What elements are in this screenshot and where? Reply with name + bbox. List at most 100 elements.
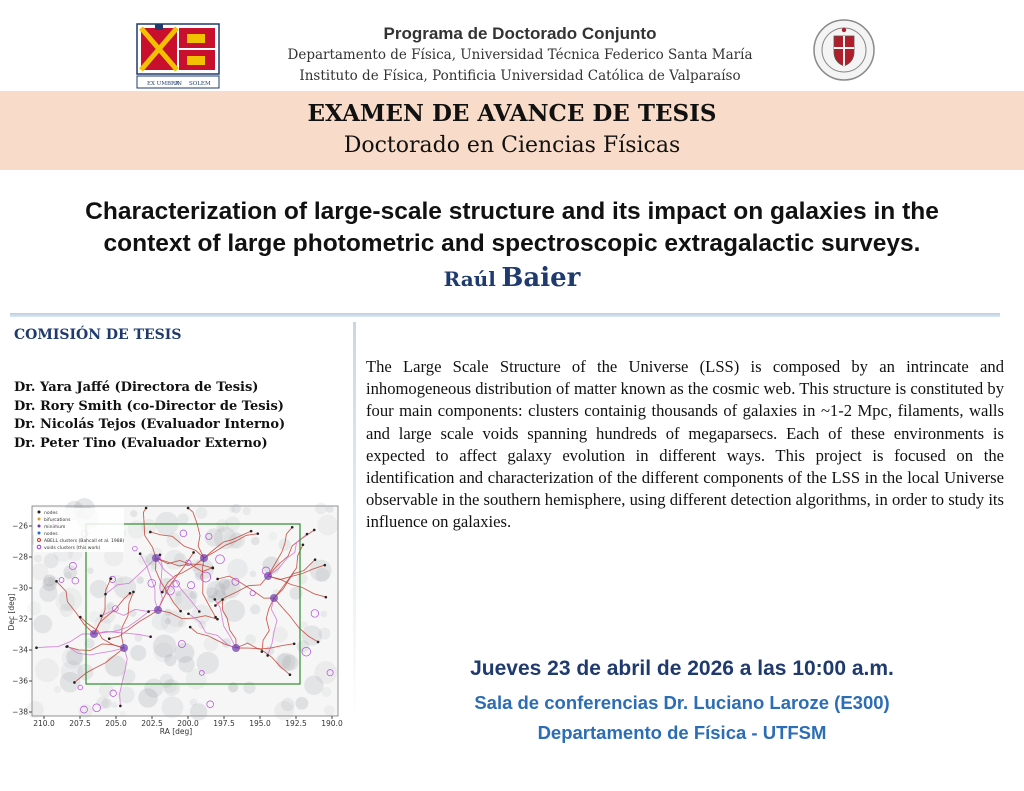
y-tick-label: −38	[12, 708, 28, 717]
legend-entry: nodes	[44, 531, 58, 537]
void-cluster-marker	[185, 559, 192, 567]
cluster-node	[90, 630, 98, 638]
node-point	[292, 642, 296, 646]
filament-path	[267, 533, 308, 577]
node-point	[192, 551, 195, 554]
void-cluster-marker	[112, 605, 119, 612]
y-tick-label: −32	[12, 615, 28, 624]
density-blob	[138, 688, 158, 708]
node-point	[312, 528, 316, 532]
filament-path	[267, 597, 278, 656]
density-blob	[87, 567, 94, 574]
node-point	[147, 610, 150, 613]
density-blob	[89, 579, 109, 599]
density-blob	[245, 634, 256, 646]
node-point	[305, 532, 309, 536]
filament-path	[267, 575, 326, 598]
node-point	[119, 704, 122, 708]
density-blob	[134, 634, 143, 642]
x-tick-label: 195.0	[249, 719, 271, 728]
filament-path	[188, 613, 237, 649]
cluster-node	[120, 644, 128, 652]
committee-member: Dr. Rory Smith (co-Director de Tesis)	[14, 398, 284, 414]
filament-path	[142, 507, 157, 559]
node-point	[187, 612, 190, 616]
density-blob	[214, 583, 223, 591]
void-cluster-marker	[179, 529, 188, 538]
filament-path	[155, 557, 181, 612]
department-line-pucv: Instituto de Física, Pontificia Universi…	[299, 68, 741, 84]
committee-list: Dr. Yara Jaffé (Directora de Tesis) Dr. …	[14, 379, 285, 453]
density-blob	[189, 698, 198, 707]
node-point	[301, 543, 305, 547]
density-blob	[59, 603, 74, 618]
void-cluster-marker	[172, 580, 180, 588]
density-blob	[35, 658, 59, 683]
legend-entry: voids clusters (this work)	[44, 545, 101, 551]
density-blob	[162, 678, 177, 693]
utfsm-logo: EX UMBRA IN SOLEM	[133, 22, 223, 90]
density-blob	[275, 653, 292, 669]
x-tick-label: 207.5	[69, 719, 91, 728]
legend-entry: ABELL clusters (Bahcall et al. 1988)	[44, 538, 124, 544]
void-cluster-marker	[200, 571, 212, 583]
author-name: Raúl Baier	[0, 263, 1024, 293]
node-point	[144, 506, 148, 510]
density-blob	[304, 675, 324, 695]
density-blob	[203, 636, 219, 652]
density-blob	[177, 513, 189, 525]
filament-path	[267, 527, 293, 577]
logo-motto-right: SOLEM	[189, 81, 211, 87]
committee-member: Dr. Nicolás Tejos (Evaluador Interno)	[14, 417, 286, 432]
filament-path	[273, 597, 319, 643]
node-point	[128, 591, 132, 595]
density-blob	[130, 644, 147, 661]
density-blob	[105, 603, 113, 612]
filament-path	[273, 544, 304, 599]
node-point	[198, 610, 201, 613]
cluster-node	[270, 594, 278, 602]
density-blob	[297, 573, 308, 585]
node-point	[214, 604, 217, 607]
filament-path	[157, 552, 194, 611]
density-blob	[262, 556, 281, 575]
y-tick-label: −30	[12, 584, 28, 593]
filament-path	[157, 609, 218, 620]
node-point	[216, 617, 219, 621]
thesis-title-line-1: Characterization of large-scale structur…	[85, 198, 939, 225]
density-blob	[196, 651, 219, 675]
density-blob	[213, 526, 237, 550]
filament-path	[119, 647, 128, 706]
void-cluster-marker	[326, 669, 334, 677]
density-blob	[218, 578, 231, 591]
density-blob	[141, 518, 157, 535]
density-blob	[301, 625, 323, 646]
node-point	[323, 563, 327, 567]
density-blob	[221, 578, 241, 599]
density-blob	[26, 601, 42, 616]
void-cluster-marker	[58, 577, 65, 583]
void-cluster-marker	[205, 532, 213, 540]
density-blob	[31, 563, 49, 581]
event-room: Sala de conferencias Dr. Luciano Laroze …	[474, 692, 890, 713]
node-point	[66, 644, 69, 648]
density-blob	[274, 700, 295, 721]
density-blob	[104, 655, 127, 677]
density-blob	[296, 640, 310, 653]
density-blob	[217, 524, 225, 533]
filament-path	[36, 633, 94, 649]
cluster-node	[154, 606, 162, 614]
void-cluster-marker	[80, 705, 88, 714]
node-point	[79, 615, 82, 619]
density-blob	[300, 621, 308, 629]
void-cluster-marker	[92, 703, 101, 713]
filament-path	[203, 530, 252, 559]
density-blob	[174, 642, 195, 663]
filament-path	[261, 597, 275, 652]
density-blob	[136, 576, 144, 584]
vertical-divider	[353, 322, 356, 722]
x-axis-label: RA [deg]	[160, 727, 192, 736]
node-point	[216, 577, 219, 581]
void-cluster-marker	[206, 700, 214, 708]
density-blob	[58, 587, 83, 612]
